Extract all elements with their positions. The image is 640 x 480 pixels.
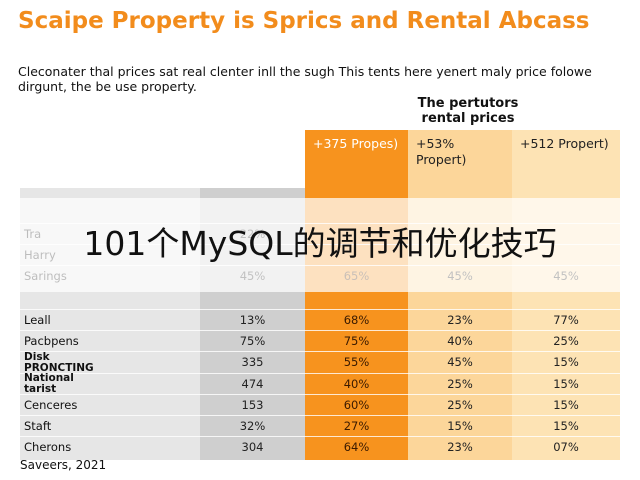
cell: 25% xyxy=(447,397,473,412)
column-bg xyxy=(305,130,408,460)
cell: 75% xyxy=(239,334,266,349)
row-label-text: National tarist xyxy=(24,372,74,396)
cell: 07% xyxy=(553,440,579,455)
title: Scaipe Property is Sprics and Rental Abc… xyxy=(18,8,590,34)
column-header: +53% Propert) xyxy=(416,136,467,167)
row-separator xyxy=(20,393,620,395)
row-label: National tarist xyxy=(24,372,104,396)
subtitle: Cleconater thal prices sat real clenter … xyxy=(18,64,592,94)
row-label: Cenceres xyxy=(24,395,104,416)
column-bg xyxy=(408,130,512,460)
cell: 40% xyxy=(447,334,473,349)
overlay-title: 101个MySQL的调节和优化技巧 xyxy=(83,224,557,263)
cell: 23% xyxy=(447,440,473,455)
column-header: +375 Propes) xyxy=(313,136,399,151)
source: Saveers, 2021 xyxy=(20,458,107,472)
group-header: The pertutors rental prices xyxy=(417,96,519,126)
cell: 68% xyxy=(343,313,370,327)
cell: 15% xyxy=(553,419,579,433)
cell: 45% xyxy=(447,355,473,370)
cell: 15% xyxy=(553,355,579,370)
cell: 15% xyxy=(553,376,579,391)
cell: 153 xyxy=(241,397,264,412)
row-label-text: Cherons xyxy=(24,440,72,455)
cell: 474 xyxy=(241,376,264,391)
row-separator xyxy=(20,415,620,416)
cell: 13% xyxy=(239,313,266,327)
cell: 32% xyxy=(239,419,266,433)
row-label-text: Disk PRONCTING xyxy=(24,350,94,374)
cell: 25% xyxy=(553,334,579,349)
row-separator xyxy=(20,372,620,374)
cell: 335 xyxy=(241,355,264,370)
row-label: Staft xyxy=(24,416,104,437)
row-separator xyxy=(20,309,620,310)
cell: 27% xyxy=(343,419,370,433)
cell: 25% xyxy=(447,376,473,391)
cell: 60% xyxy=(343,397,370,412)
row-separator xyxy=(20,351,620,353)
cell: 304 xyxy=(241,440,264,455)
row-separator xyxy=(20,330,620,332)
row-label-text: Pacbpens xyxy=(24,334,79,349)
row-label: Cherons xyxy=(24,437,104,458)
cell: 55% xyxy=(343,355,370,370)
cell: 15% xyxy=(553,397,579,412)
row-label-text: Staft xyxy=(24,419,52,433)
cell: 75% xyxy=(343,334,370,349)
row-label: Leall xyxy=(24,310,104,331)
row-label-text: Leall xyxy=(24,313,51,327)
column-header: +512 Propert) xyxy=(520,136,609,151)
cell: 40% xyxy=(343,376,370,391)
row-separator xyxy=(20,436,620,438)
cell: 15% xyxy=(447,419,473,433)
row-label: Pacbpens xyxy=(24,331,104,352)
cell: 64% xyxy=(343,440,370,455)
cell: 23% xyxy=(447,313,473,327)
cell: 77% xyxy=(553,313,579,327)
row-label-text: Cenceres xyxy=(24,397,78,412)
overlay-band xyxy=(0,198,640,292)
column-bg xyxy=(512,130,620,460)
row-label: Disk PRONCTING xyxy=(24,350,104,374)
